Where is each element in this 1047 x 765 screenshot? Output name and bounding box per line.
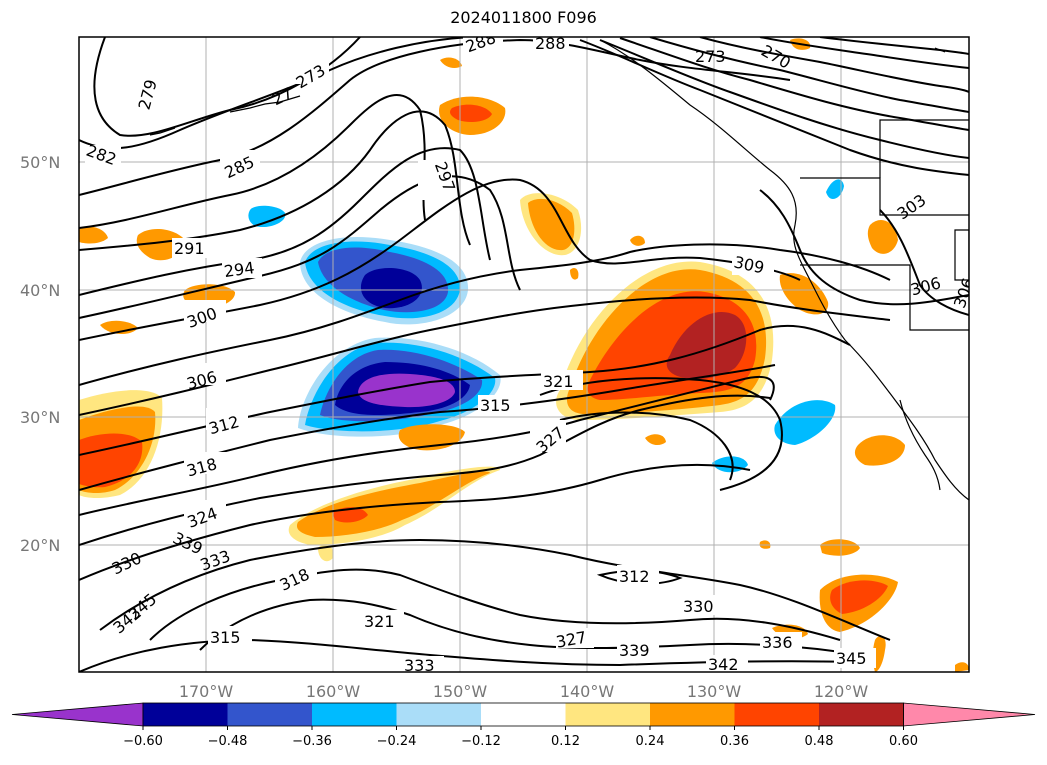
lat-label: 30°N [20, 408, 60, 427]
lon-label: 130°W [687, 682, 742, 701]
latitude-labels: 50°N 40°N 30°N 20°N [20, 153, 60, 555]
colorbar-outline [142, 702, 904, 727]
lon-label: 120°W [814, 682, 869, 701]
height-contours [79, 37, 969, 672]
coastlines [149, 39, 969, 501]
map-area [79, 37, 969, 672]
colorbar-segment [481, 703, 566, 726]
colorbar-segment [734, 703, 820, 726]
lat-label: 40°N [20, 281, 60, 300]
colorbar-tick-label: 0.36 [720, 734, 749, 749]
colorbar-tick-label: 0.48 [805, 734, 834, 749]
longitude-labels: 170°W 160°W 150°W 140°W 130°W 120°W [179, 682, 869, 701]
colorbar-tick-label: 0.60 [889, 734, 918, 749]
lat-label: 20°N [20, 536, 60, 555]
graticule [79, 37, 969, 672]
contour-label: 312 [619, 567, 650, 586]
contour-label: 342 [708, 655, 739, 674]
colorbar-segment [565, 703, 651, 726]
contour-label: 339 [619, 641, 650, 660]
colorbar-segment [396, 703, 482, 726]
contour-label: 291 [174, 239, 205, 258]
contour-label: 345 [836, 649, 867, 668]
colorbar-tick-label: −0.36 [292, 734, 332, 749]
colorbar-extend-low [11, 702, 144, 727]
contour-label: 321 [364, 612, 395, 631]
figure-title: 2024011800 F096 [450, 8, 597, 27]
colorbar: −0.60 −0.48 −0.36 −0.24 −0.12 0.12 0.24 0.36 0.4… [11, 702, 1036, 749]
colorbar-tick-label: −0.24 [377, 734, 417, 749]
contour-label: 321 [543, 372, 574, 391]
contour-label: 288 [535, 34, 566, 53]
contour-label: 273 [695, 47, 726, 66]
map-border [78, 36, 970, 673]
lon-label: 170°W [179, 682, 234, 701]
colorbar-tick-label: −0.48 [208, 734, 248, 749]
contour-label: 333 [404, 656, 435, 675]
colorbar-segment [227, 703, 313, 726]
colorbar-tick-label: −0.12 [461, 734, 501, 749]
contour-label: 336 [762, 633, 793, 652]
contour-label: 315 [210, 628, 241, 647]
colorbar-tick-label: 0.24 [636, 734, 665, 749]
lon-label: 160°W [306, 682, 361, 701]
colorbar-segment [312, 703, 397, 726]
colorbar-segment [819, 703, 904, 726]
colorbar-tick-label: 0.12 [551, 734, 580, 749]
shaded-anomalies [79, 38, 969, 672]
colorbar-segment [650, 703, 735, 726]
contour-label: 315 [480, 396, 511, 415]
contour-labels: 279 282 285 273 27 288 288 273 270 297 2… [84, 34, 969, 675]
colorbar-extend-high [903, 702, 1036, 727]
contour-label: 330 [683, 597, 714, 616]
colorbar-segment [143, 703, 228, 726]
lon-label: 150°W [433, 682, 488, 701]
lat-label: 50°N [20, 153, 60, 172]
colorbar-tick-label: −0.60 [123, 734, 163, 749]
lon-label: 140°W [560, 682, 615, 701]
contour-label: 294 [223, 258, 256, 281]
